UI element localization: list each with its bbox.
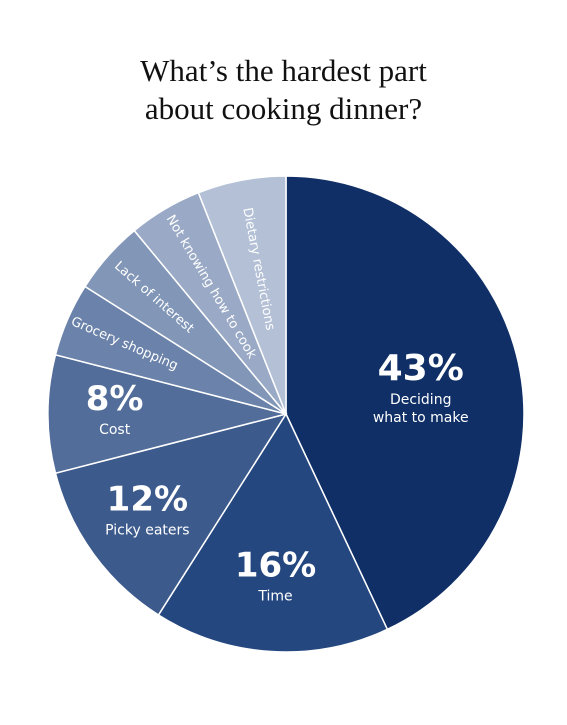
pie-slice-picky-eaters <box>54 412 288 616</box>
slice-label-time: Time <box>257 588 292 604</box>
slice-label-cost: Cost <box>99 422 131 438</box>
slice-value-picky-eaters: 12% <box>107 480 188 520</box>
slice-value-cost: 8% <box>86 379 144 419</box>
pie-slice-cost <box>47 353 287 475</box>
slice-label-deciding-what-to-make-line-2: what to make <box>373 410 469 426</box>
slice-value-deciding-what-to-make: 43% <box>378 348 464 389</box>
chart-title-line-1: What’s the hardest part <box>140 53 427 88</box>
slice-value-time: 16% <box>235 545 316 585</box>
pie-slice-time <box>157 412 389 653</box>
pie-slice-dietary-restrictions <box>197 175 287 415</box>
chart-title: What’s the hardest part about cooking di… <box>0 52 567 128</box>
slice-label-deciding-what-to-make-line-1: Deciding <box>390 392 452 408</box>
chart-title-line-2: about cooking dinner? <box>144 91 423 126</box>
slice-label-picky-eaters: Picky eaters <box>105 523 189 539</box>
pie-slice-deciding-what-to-make <box>285 175 525 631</box>
pie-slices <box>47 175 525 653</box>
